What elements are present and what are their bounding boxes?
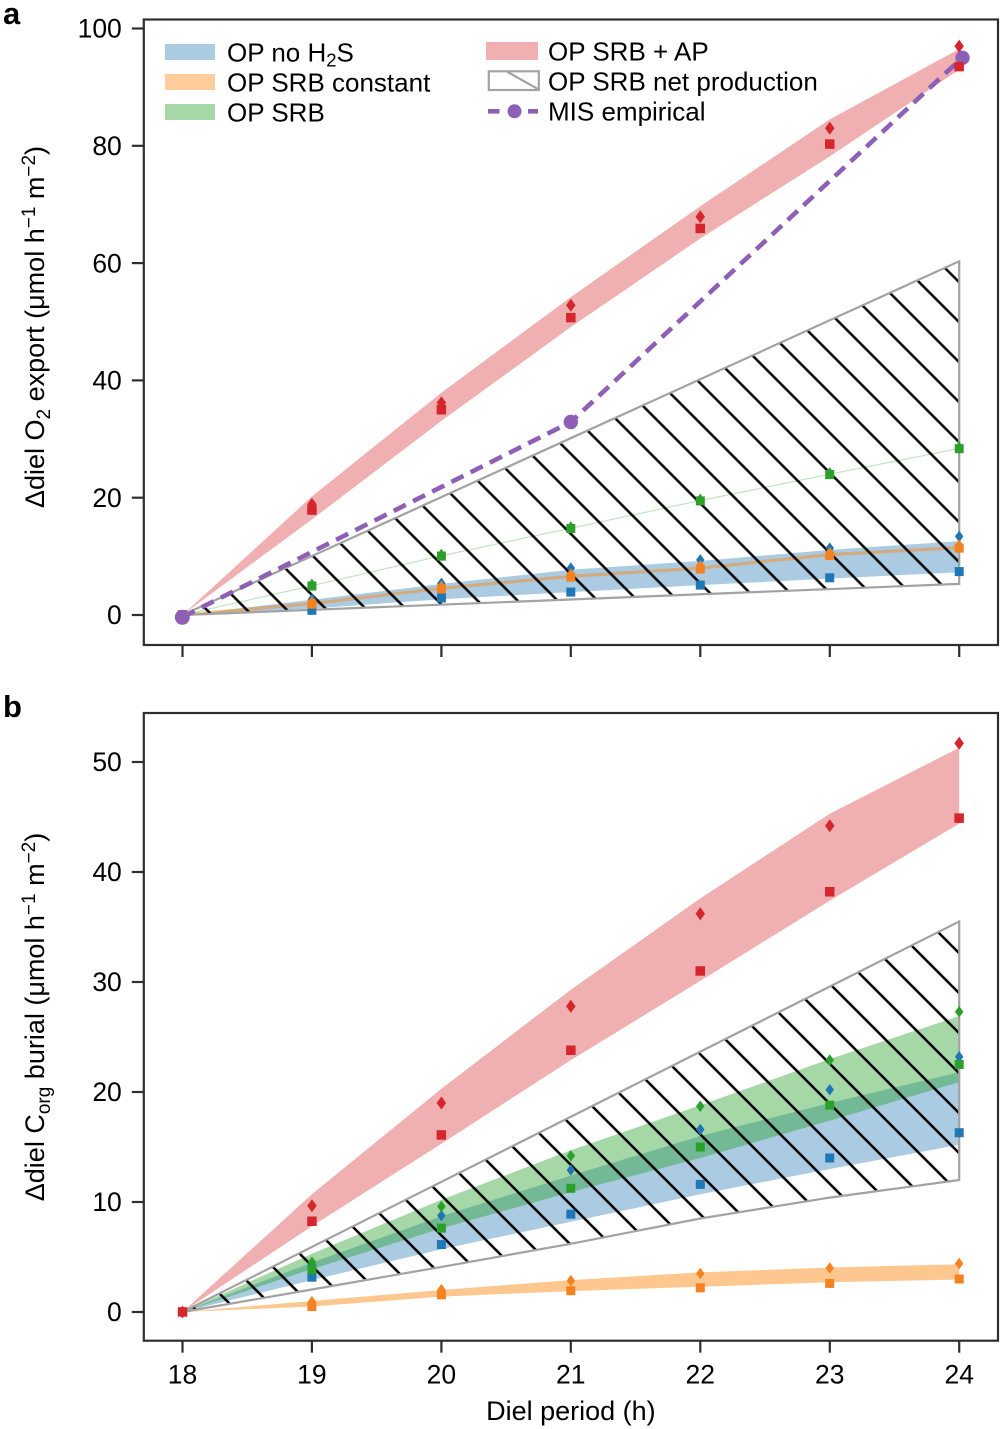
svg-text:80: 80: [92, 131, 121, 161]
svg-text:Diel period (h): Diel period (h): [486, 1396, 656, 1426]
svg-text:24: 24: [944, 1360, 973, 1390]
svg-text:21: 21: [556, 1360, 585, 1390]
svg-text:10: 10: [92, 1187, 121, 1217]
svg-text:OP SRB: OP SRB: [227, 97, 325, 127]
svg-text:50: 50: [92, 747, 121, 777]
svg-text:OP SRB net production: OP SRB net production: [548, 66, 818, 96]
svg-text:19: 19: [297, 1360, 326, 1390]
svg-text:OP SRB + AP: OP SRB + AP: [548, 36, 709, 66]
svg-text:18: 18: [168, 1360, 197, 1390]
svg-text:20: 20: [92, 1077, 121, 1107]
svg-text:MIS empirical: MIS empirical: [548, 97, 705, 127]
svg-text:OP SRB constant: OP SRB constant: [227, 67, 431, 97]
svg-text:40: 40: [92, 857, 121, 887]
svg-text:Δdiel O2 export (μmol h−1 m−2): Δdiel O2 export (μmol h−1 m−2): [19, 146, 55, 508]
svg-text:Δdiel Corg burial (μmol h−1 m−: Δdiel Corg burial (μmol h−1 m−2): [19, 833, 55, 1202]
svg-text:22: 22: [686, 1360, 715, 1390]
svg-text:a: a: [3, 0, 21, 31]
svg-text:23: 23: [815, 1360, 844, 1390]
svg-text:0: 0: [107, 1297, 122, 1327]
svg-text:30: 30: [92, 967, 121, 997]
svg-text:100: 100: [78, 14, 122, 44]
svg-text:20: 20: [427, 1360, 456, 1390]
svg-text:40: 40: [92, 366, 121, 396]
svg-text:b: b: [3, 689, 22, 724]
svg-text:60: 60: [92, 248, 121, 278]
svg-text:0: 0: [107, 600, 122, 630]
svg-text:20: 20: [92, 483, 121, 513]
